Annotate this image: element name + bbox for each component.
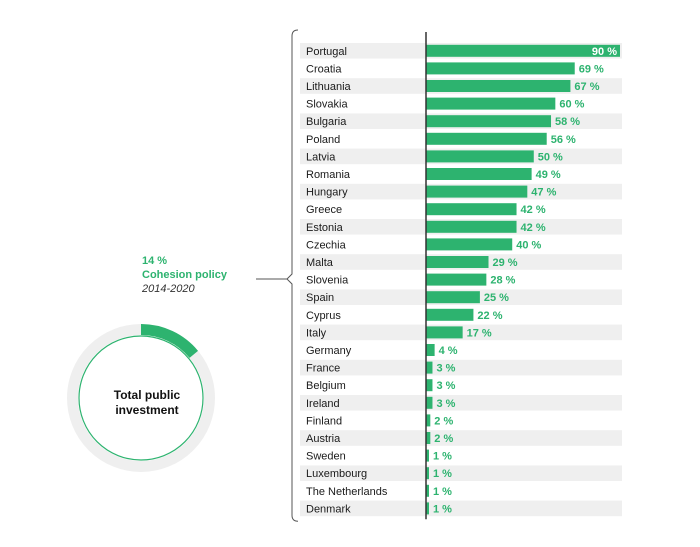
share-period-label: 2014-2020: [142, 283, 195, 295]
category-label-italy: Italy: [306, 327, 327, 339]
value-label-portugal: 90 %: [592, 46, 617, 58]
category-label-denmark: Denmark: [306, 503, 351, 515]
donut-inner-ring: [78, 335, 204, 461]
bar-denmark: [426, 502, 429, 515]
bar-greece: [426, 203, 517, 216]
bar-ireland: [426, 396, 433, 409]
value-label-bulgaria: 58 %: [555, 116, 580, 128]
bar-sweden: [426, 449, 429, 462]
value-label-czechia: 40 %: [516, 239, 541, 251]
category-label-france: France: [306, 363, 340, 375]
category-label-slovenia: Slovenia: [306, 275, 349, 287]
category-label-hungary: Hungary: [306, 187, 348, 199]
category-label-luxembourg: Luxembourg: [306, 468, 367, 480]
row-stripe: [300, 395, 622, 411]
value-label-the-netherlands: 1 %: [433, 486, 452, 498]
category-label-portugal: Portugal: [306, 46, 347, 58]
bar-finland: [426, 414, 431, 427]
bar-cyprus: [426, 308, 474, 321]
value-label-lithuania: 67 %: [574, 81, 599, 93]
value-label-latvia: 50 %: [538, 151, 563, 163]
bar-germany: [426, 344, 435, 356]
value-label-hungary: 47 %: [531, 187, 556, 199]
row-stripe: [300, 465, 622, 481]
category-label-belgium: Belgium: [306, 380, 346, 392]
value-label-sweden: 1 %: [433, 451, 452, 463]
donut-center-line1: Total public: [113, 388, 181, 402]
value-label-croatia: 69 %: [579, 63, 604, 75]
category-label-slovakia: Slovakia: [306, 99, 348, 111]
bar-hungary: [426, 185, 528, 198]
bar-spain: [426, 291, 480, 304]
value-label-poland: 56 %: [551, 134, 576, 146]
category-label-finland: Finland: [306, 415, 342, 427]
bar-czechia: [426, 238, 513, 251]
bar-slovenia: [426, 273, 487, 286]
donut-slice-cohesion: [141, 324, 199, 358]
value-label-austria: 2 %: [434, 433, 453, 445]
bar-luxembourg: [426, 467, 429, 480]
value-label-finland: 2 %: [434, 415, 453, 427]
value-label-slovenia: 28 %: [490, 275, 515, 287]
value-label-slovakia: 60 %: [559, 99, 584, 111]
category-label-poland: Poland: [306, 134, 340, 146]
bar-romania: [426, 168, 532, 180]
donut-center-label: Total public investment: [92, 388, 202, 418]
bar-poland: [426, 132, 547, 145]
bar-the-netherlands: [426, 484, 429, 497]
row-stripe: [300, 359, 622, 376]
bar-malta: [426, 256, 489, 268]
category-label-ireland: Ireland: [306, 398, 340, 410]
value-label-denmark: 1 %: [433, 503, 452, 515]
value-label-france: 3 %: [436, 363, 455, 375]
row-stripe: [300, 500, 622, 517]
bar-croatia: [426, 62, 575, 75]
bar-lithuania: [426, 80, 571, 92]
category-label-croatia: Croatia: [306, 63, 342, 75]
donut-annotation: 14 % Cohesion policy 2014-2020: [142, 254, 227, 296]
value-label-belgium: 3 %: [436, 380, 455, 392]
category-label-greece: Greece: [306, 204, 342, 216]
bar-slovakia: [426, 97, 556, 110]
donut-center-line2: investment: [115, 403, 179, 417]
bar-latvia: [426, 150, 534, 163]
category-label-lithuania: Lithuania: [306, 81, 352, 93]
bar-estonia: [426, 220, 517, 233]
category-label-cyprus: Cyprus: [306, 310, 341, 322]
brace-bracket: [286, 29, 299, 522]
value-label-italy: 17 %: [467, 327, 492, 339]
category-label-malta: Malta: [306, 257, 334, 269]
share-percent-label: 14 %: [142, 255, 168, 267]
category-label-estonia: Estonia: [306, 222, 344, 234]
category-label-austria: Austria: [306, 433, 341, 445]
value-label-cyprus: 22 %: [477, 310, 502, 322]
bar-france: [426, 361, 433, 374]
value-label-spain: 25 %: [484, 292, 509, 304]
value-label-ireland: 3 %: [436, 398, 455, 410]
category-label-latvia: Latvia: [306, 151, 336, 163]
value-label-romania: 49 %: [536, 169, 561, 181]
category-label-germany: Germany: [306, 345, 352, 357]
bar-series: Portugal 90 % Croatia 69 % Lithuania 67 % Slov…: [306, 44, 620, 515]
value-label-greece: 42 %: [521, 204, 546, 216]
category-label-bulgaria: Bulgaria: [306, 116, 347, 128]
bar-italy: [426, 326, 463, 339]
bar-bulgaria: [426, 115, 552, 128]
bar-belgium: [426, 379, 433, 392]
value-label-germany: 4 %: [439, 345, 458, 357]
category-label-spain: Spain: [306, 292, 334, 304]
value-label-estonia: 42 %: [521, 222, 546, 234]
category-label-the-netherlands: The Netherlands: [306, 486, 388, 498]
row-stripe: [300, 430, 622, 446]
value-label-luxembourg: 1 %: [433, 468, 452, 480]
category-label-czechia: Czechia: [306, 239, 347, 251]
bar-austria: [426, 432, 431, 444]
category-label-sweden: Sweden: [306, 451, 346, 463]
category-label-romania: Romania: [306, 169, 351, 181]
bar-portugal: [426, 44, 620, 57]
value-label-malta: 29 %: [493, 257, 518, 269]
share-name-label: Cohesion policy: [142, 269, 227, 281]
